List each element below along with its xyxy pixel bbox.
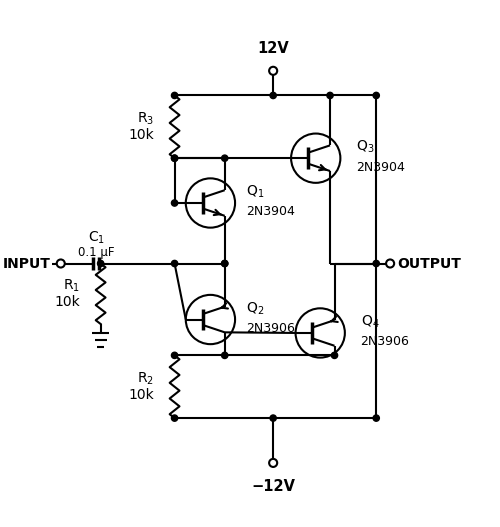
Text: 2N3904: 2N3904 <box>246 206 295 219</box>
Circle shape <box>269 67 277 75</box>
Text: Q$_4$: Q$_4$ <box>360 314 379 330</box>
Circle shape <box>270 415 276 421</box>
Text: −12V: −12V <box>251 479 295 494</box>
Text: 2N3906: 2N3906 <box>246 322 295 335</box>
Text: R$_1$: R$_1$ <box>64 278 80 294</box>
Circle shape <box>172 155 177 161</box>
Circle shape <box>269 459 277 467</box>
Circle shape <box>386 259 394 268</box>
Circle shape <box>327 92 333 99</box>
Text: OUTPUT: OUTPUT <box>397 257 460 270</box>
Circle shape <box>373 415 380 421</box>
Circle shape <box>270 92 276 99</box>
Circle shape <box>172 200 177 206</box>
Circle shape <box>373 260 380 267</box>
Circle shape <box>222 352 228 358</box>
Text: 10k: 10k <box>128 388 154 402</box>
Circle shape <box>172 352 177 358</box>
Text: Q$_3$: Q$_3$ <box>356 139 374 155</box>
Circle shape <box>332 352 338 358</box>
Circle shape <box>373 92 380 99</box>
Text: 2N3906: 2N3906 <box>360 335 410 348</box>
Circle shape <box>222 260 228 267</box>
Text: 10k: 10k <box>54 295 80 309</box>
Circle shape <box>172 155 177 161</box>
Circle shape <box>172 260 177 267</box>
Text: R$_2$: R$_2$ <box>138 370 154 387</box>
Circle shape <box>172 92 177 99</box>
Text: Q$_2$: Q$_2$ <box>246 300 264 317</box>
Text: 2N3904: 2N3904 <box>356 161 405 174</box>
Text: 0.1 μF: 0.1 μF <box>78 246 114 259</box>
Text: 12V: 12V <box>258 41 289 56</box>
Circle shape <box>98 260 104 267</box>
Circle shape <box>56 259 65 268</box>
Text: R$_3$: R$_3$ <box>138 111 154 127</box>
Circle shape <box>172 415 177 421</box>
Circle shape <box>222 260 228 267</box>
Text: Q$_1$: Q$_1$ <box>246 183 264 200</box>
Circle shape <box>222 155 228 161</box>
Text: INPUT: INPUT <box>3 257 51 270</box>
Text: 10k: 10k <box>128 128 154 142</box>
Text: C$_1$: C$_1$ <box>88 230 104 247</box>
